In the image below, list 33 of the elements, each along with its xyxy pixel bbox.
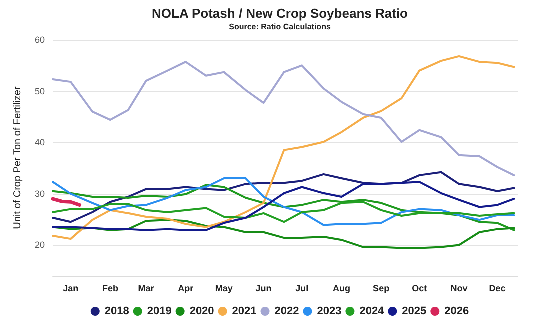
legend-label: 2018 (104, 306, 130, 318)
legend-label: 2022 (274, 306, 300, 318)
x-tick-label: Jul (296, 284, 309, 294)
legend-label: 2025 (402, 306, 427, 318)
x-tick-label: Sep (373, 284, 390, 294)
x-tick-label: Aug (332, 284, 350, 294)
x-tick-label: Nov (450, 284, 468, 294)
y-tick-label: 50 (34, 86, 45, 96)
x-tick-label: May (215, 284, 233, 294)
x-tick-label: Apr (178, 284, 194, 294)
y-tick-label: 60 (34, 35, 45, 45)
legend-label: 2026 (444, 306, 470, 318)
y-tick-label: 40 (34, 138, 45, 148)
line-series (52, 61, 516, 176)
legend-label: 2021 (232, 306, 257, 318)
legend-label: 2024 (360, 306, 386, 318)
y-tick-label: 30 (34, 188, 45, 199)
x-tick-label: Oct (412, 284, 428, 294)
legend-label: 2020 (190, 306, 214, 318)
x-tick-label: Jan (63, 284, 79, 294)
x-tick-label: Dec (489, 284, 506, 294)
chart-title: NOLA Potash / New Crop Soybeans Ratio (152, 6, 408, 21)
y-axis-title: Unit of Crop Per Ton of Fertilizer (12, 86, 24, 230)
chart-subtitle: Source: Ratio Calculations (229, 22, 332, 32)
line-series (52, 171, 516, 224)
y-tick-label: 20 (34, 240, 45, 250)
x-tick-label: Mar (138, 284, 155, 294)
line-series (52, 55, 516, 240)
x-tick-label: Jun (256, 284, 272, 294)
line-series (51, 197, 82, 207)
x-tick-label: Feb (102, 284, 119, 294)
legend-label: 2023 (317, 306, 342, 318)
legend-label: 2019 (147, 306, 172, 318)
